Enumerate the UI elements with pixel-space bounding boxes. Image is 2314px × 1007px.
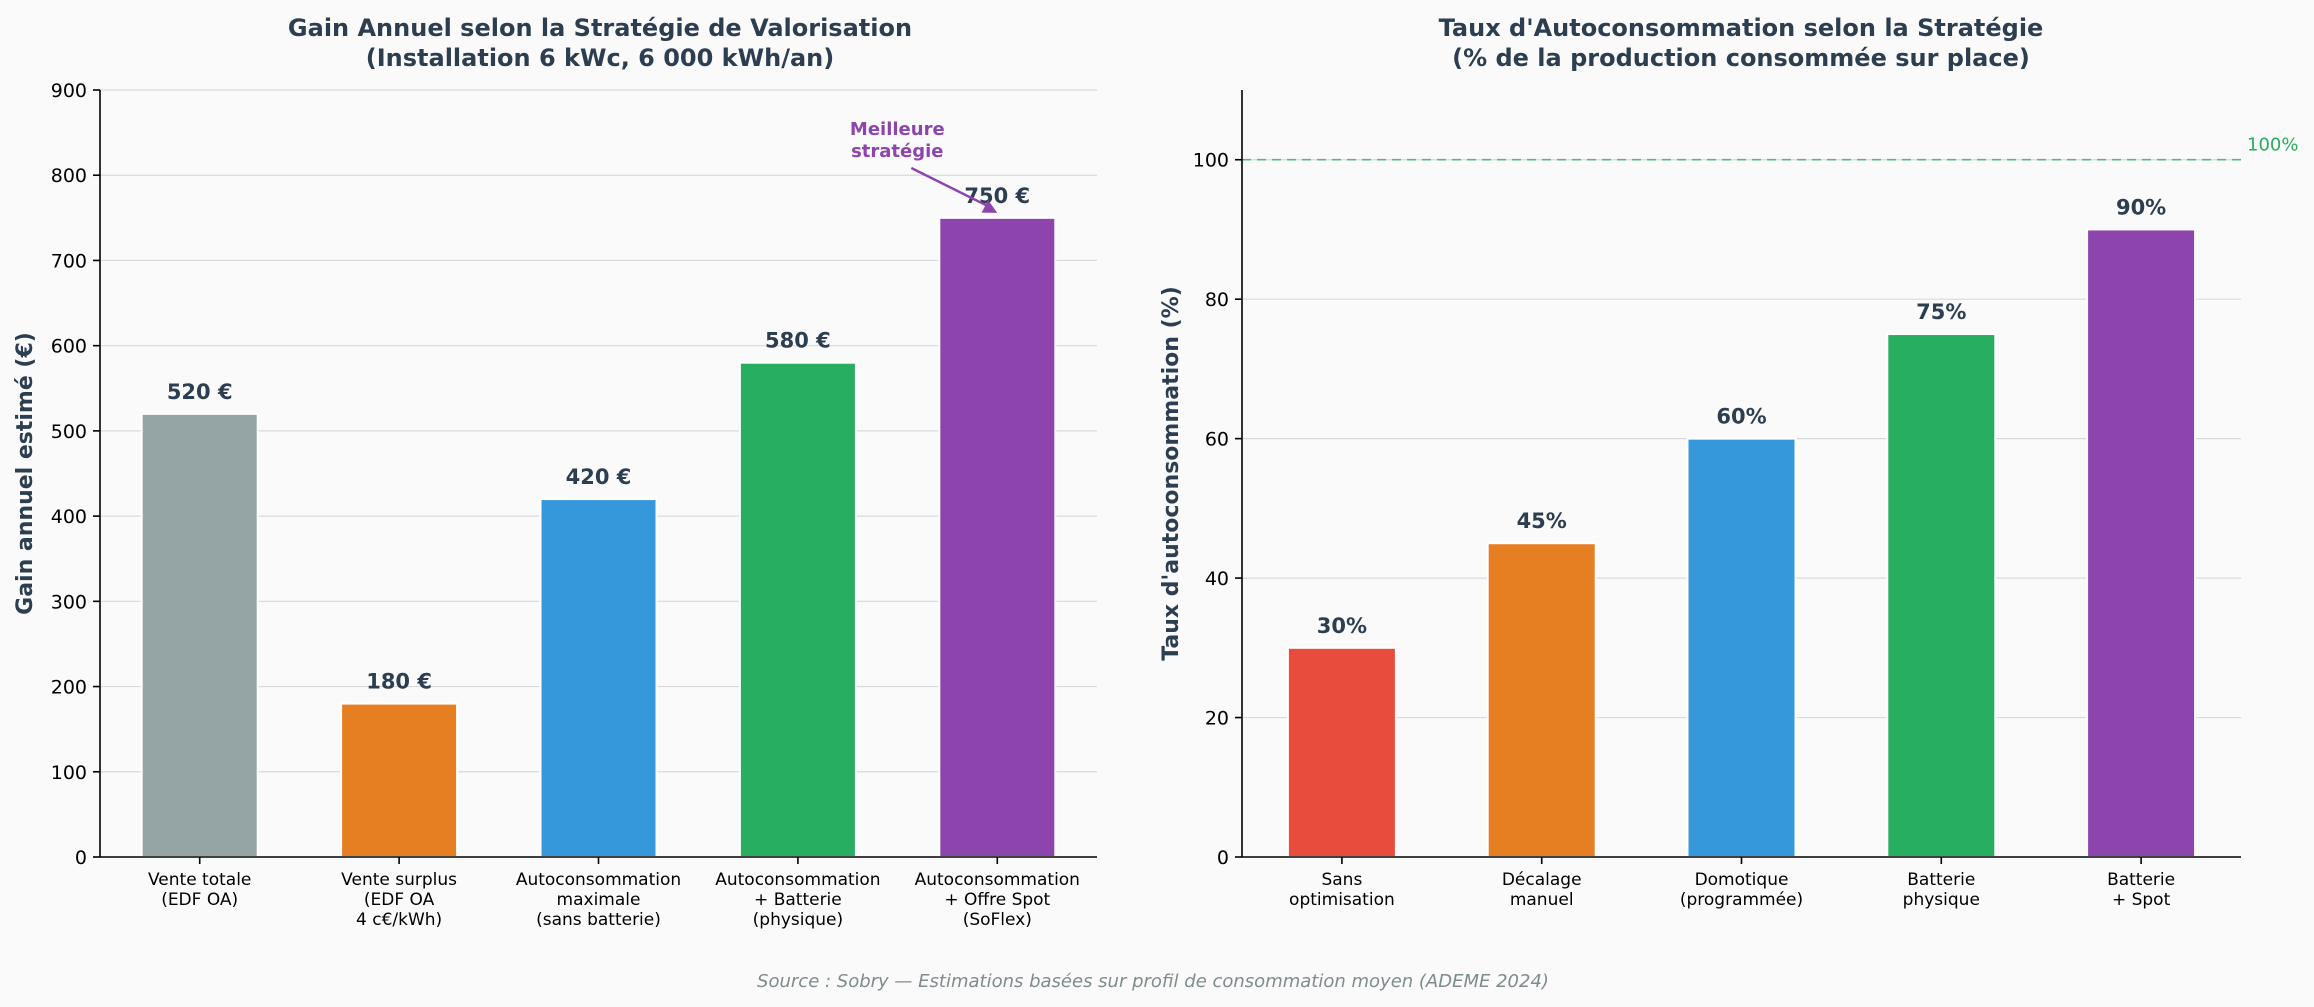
x-tick-label: physique [1903,890,1980,910]
bar [140,412,259,858]
y-tick-label: 100 [1193,150,1229,172]
y-tick-label: 600 [51,336,87,358]
bar [1686,437,1797,858]
annotation-text: stratégie [851,141,943,162]
chart-title-line: Taux d'Autoconsommation selon la Stratég… [1439,14,2044,42]
x-tick-label: Décalage [1502,870,1582,890]
x-tick-label: Autoconsommation [516,870,681,890]
bar-value-label: 75% [1916,300,1966,324]
x-tick-label: Batterie [2107,870,2175,890]
x-tick-label: optimisation [1289,890,1395,910]
bar-value-label: 60% [1716,405,1766,429]
bar-value-label: 45% [1517,509,1567,533]
x-tick-label: (SoFlex) [963,910,1032,930]
x-tick-label: (EDF OA [364,890,435,910]
x-tick-label: Vente totale [148,870,251,890]
annotation-text: Meilleure [850,119,945,140]
y-tick-label: 500 [51,421,87,443]
x-tick-label: (sans batterie) [536,910,661,930]
bar-value-label: 520 € [167,380,233,404]
x-tick-label: Vente surplus [341,870,457,890]
y-tick-label: 400 [51,506,87,528]
y-tick-label: 40 [1205,568,1229,590]
x-tick-label: + Spot [2112,890,2171,910]
bar-value-label: 30% [1317,614,1367,638]
source-note: Source : Sobry — Estimations basées sur … [757,971,1549,992]
y-tick-label: 900 [51,80,87,102]
bar [1286,646,1397,858]
x-tick-label: + Batterie [754,890,842,910]
y-tick-label: 20 [1205,708,1229,730]
x-tick-label: Autoconsommation [715,870,880,890]
bar-value-label: 420 € [566,465,632,489]
y-tick-label: 80 [1205,289,1229,311]
x-tick-label: Domotique [1695,870,1789,890]
y-tick-label: 800 [51,165,87,187]
y-axis-label: Gain annuel estimé (€) [13,332,38,615]
x-tick-label: Autoconsommation [915,870,1080,890]
chart-title-line: Gain Annuel selon la Stratégie de Valori… [288,14,912,42]
reference-line-label: 100% [2247,135,2298,156]
x-tick-label: manuel [1510,890,1574,910]
bar-value-label: 180 € [366,670,432,694]
y-tick-label: 100 [51,762,87,784]
bar [738,361,857,858]
x-tick-label: maximale [557,890,641,910]
bar [938,216,1057,859]
bar [2086,228,2197,859]
y-tick-label: 60 [1205,429,1229,451]
x-tick-label: Sans [1321,870,1362,890]
chart-annual-gain: Gain Annuel selon la Stratégie de Valori… [13,14,1097,930]
bar-value-label: 750 € [964,184,1030,208]
bar-value-label: 90% [2116,195,2166,219]
x-tick-label: (EDF OA) [161,890,238,910]
chart-title-line: (Installation 6 kWc, 6 000 kWh/an) [366,44,834,72]
chart-self-consumption-rate: Taux d'Autoconsommation selon la Stratég… [1159,14,2298,910]
bar [539,498,658,858]
y-axis-label: Taux d'autoconsommation (%) [1159,286,1184,661]
x-tick-label: Batterie [1907,870,1975,890]
chart-title-line: (% de la production consommée sur place) [1452,44,2030,72]
x-tick-label: (physique) [753,910,844,930]
y-tick-label: 700 [51,250,87,272]
annotation-arrow-head [981,200,998,213]
y-tick-label: 200 [51,677,87,699]
x-tick-label: 4 c€/kWh) [356,910,442,930]
bar [1486,542,1597,859]
bar-value-label: 580 € [765,329,831,353]
y-tick-label: 0 [1217,847,1229,869]
x-tick-label: + Offre Spot [944,890,1050,910]
bar [340,702,459,858]
annotation-arrow-line [910,166,994,210]
y-tick-label: 0 [75,847,87,869]
x-tick-label: (programmée) [1680,890,1803,910]
y-tick-label: 300 [51,591,87,613]
bar [1886,333,1997,858]
